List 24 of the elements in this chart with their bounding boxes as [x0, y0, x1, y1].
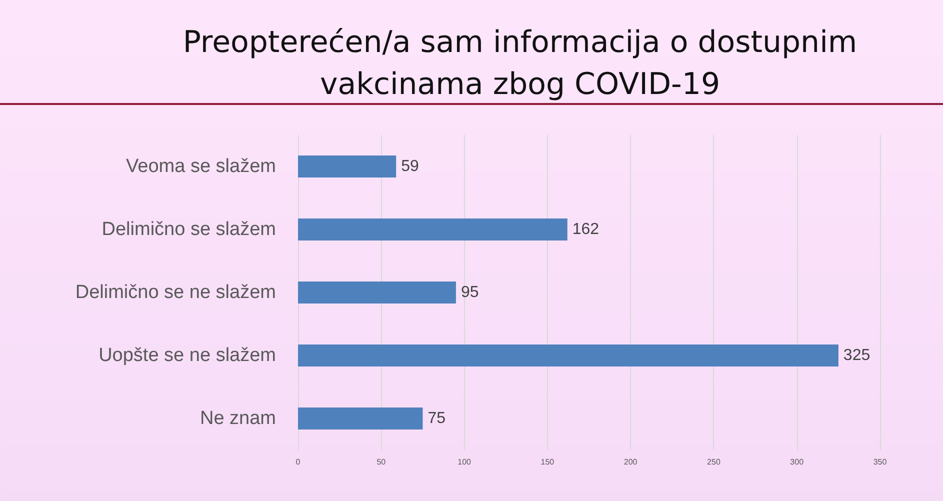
x-tick-label: 150: [540, 458, 555, 466]
x-tick-label: 100: [458, 458, 472, 466]
y-tick-label: Delimično se ne slažem: [75, 282, 276, 303]
y-tick-label: Veoma se slažem: [126, 156, 276, 177]
bar: [298, 218, 568, 240]
data-label: 59: [401, 158, 420, 175]
data-label: 95: [460, 284, 479, 301]
bar: [298, 408, 423, 430]
bar: [298, 282, 456, 304]
y-tick-label: Uopšte se ne slažem: [98, 345, 276, 366]
x-tick-label: 200: [624, 458, 638, 466]
x-tick-label: 250: [707, 458, 721, 466]
bar: [298, 156, 396, 178]
y-tick-label: Ne znam: [200, 408, 276, 429]
x-tick-label: 0: [296, 458, 301, 466]
bar: [298, 344, 838, 366]
chart-title: Preopterećen/a sam informacija o dostupnim vakcinama zbog COVID-19: [182, 24, 858, 104]
data-label: 75: [428, 410, 446, 427]
x-tick-label: 350: [873, 458, 888, 466]
data-label: 325: [843, 347, 870, 364]
x-tick-label: 50: [376, 458, 386, 466]
y-tick-label: Delimično se slažem: [102, 219, 276, 240]
x-tick-label: 300: [790, 458, 804, 466]
data-label: 162: [572, 221, 600, 238]
